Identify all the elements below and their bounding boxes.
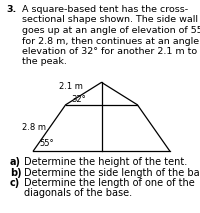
Text: Determine the length of one of the: Determine the length of one of the: [24, 178, 195, 188]
Text: the peak.: the peak.: [22, 58, 67, 66]
Text: b): b): [10, 167, 22, 177]
Text: for 2.8 m, then continues at an angle of: for 2.8 m, then continues at an angle of: [22, 36, 200, 46]
Text: 55°: 55°: [39, 139, 54, 148]
Text: 3.: 3.: [6, 5, 16, 14]
Text: goes up at an angle of elevation of 55°: goes up at an angle of elevation of 55°: [22, 26, 200, 35]
Text: 2.1 m: 2.1 m: [59, 82, 83, 91]
Text: A square-based tent has the cross-: A square-based tent has the cross-: [22, 5, 188, 14]
Text: 2.8 m: 2.8 m: [22, 123, 46, 132]
Text: 32°: 32°: [72, 95, 86, 104]
Text: c): c): [10, 178, 20, 188]
Text: Determine the side length of the base.: Determine the side length of the base.: [24, 167, 200, 177]
Text: a): a): [10, 157, 21, 167]
Text: Determine the height of the tent.: Determine the height of the tent.: [24, 157, 187, 167]
Text: elevation of 32° for another 2.1 m to: elevation of 32° for another 2.1 m to: [22, 47, 197, 56]
Text: sectional shape shown. The side wall: sectional shape shown. The side wall: [22, 16, 198, 24]
Text: diagonals of the base.: diagonals of the base.: [24, 189, 132, 199]
